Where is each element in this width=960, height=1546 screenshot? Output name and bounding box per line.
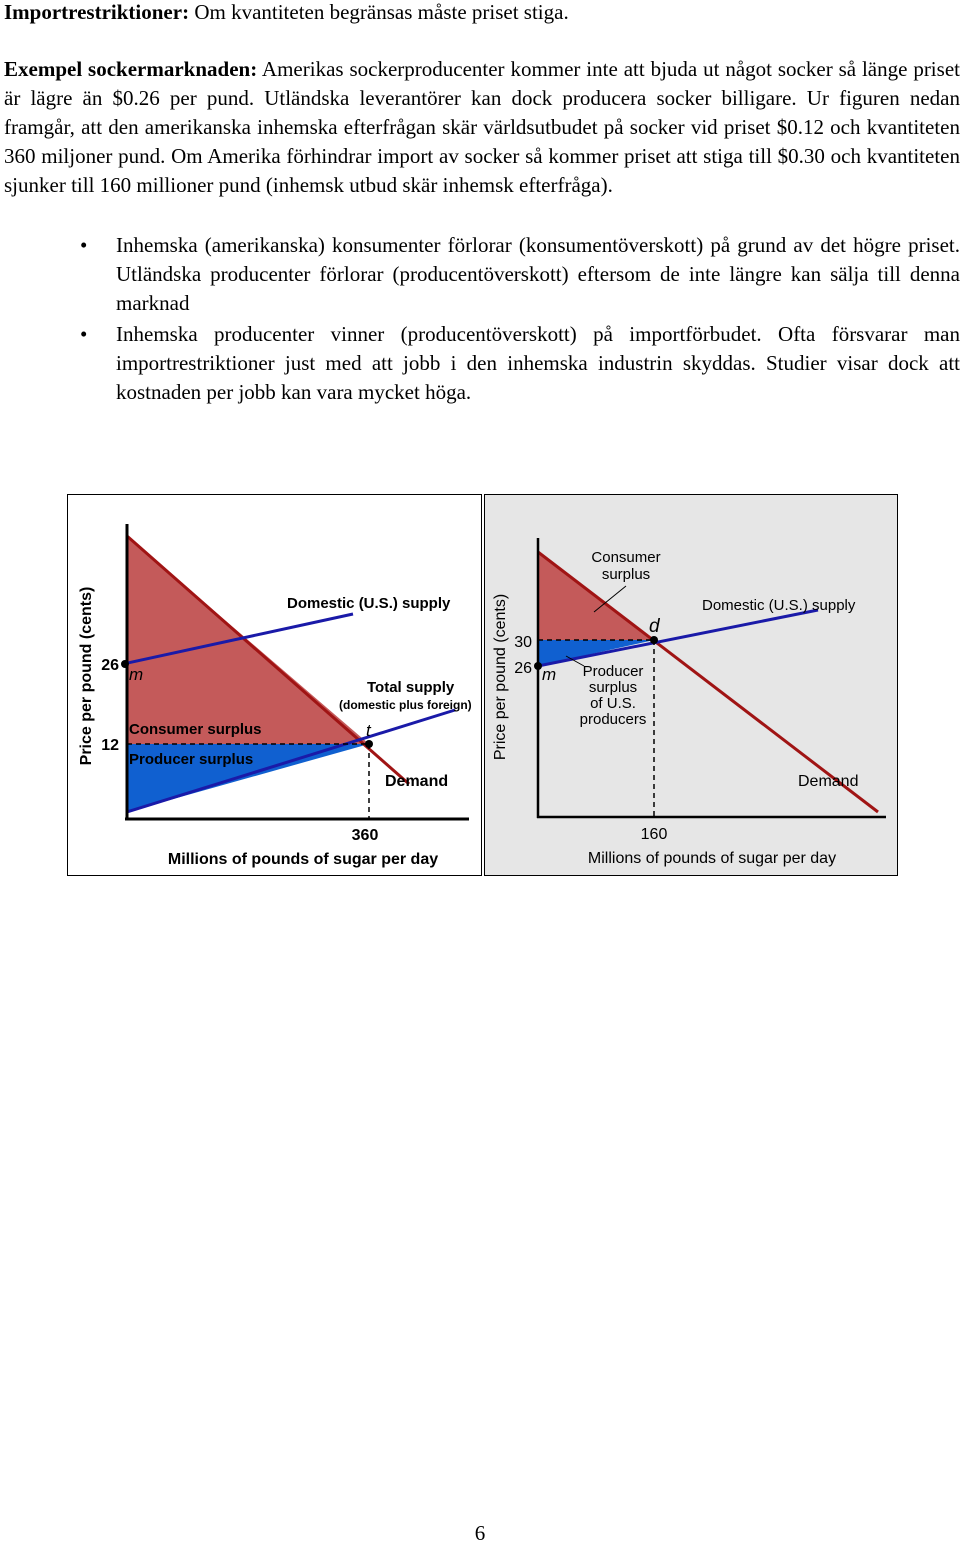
point-m-label: m [542, 665, 556, 684]
bullet-dot: • [80, 322, 88, 346]
x-axis-label: Millions of pounds of sugar per day [588, 850, 836, 867]
demand-label: Demand [798, 773, 858, 790]
paragraph-heading: Exempel sockermarknaden: [4, 57, 258, 81]
paragraph-heading: Importrestriktioner: [4, 0, 190, 24]
bullet-dot: • [80, 233, 88, 257]
producer-surplus-label-line: surplus [589, 679, 637, 696]
point-d [650, 636, 658, 644]
y-axis-label: Price per pound (cents) [492, 594, 509, 760]
y-axis-label: Price per pound (cents) [78, 587, 95, 766]
x-tick-160: 160 [641, 826, 668, 843]
bullet-item: • Inhemska (amerikanska) konsumenter förl… [4, 231, 960, 318]
paragraph-sugar-example: Exempel sockermarknaden: Amerikas socker… [4, 55, 960, 200]
domestic-supply-curve [537, 608, 819, 668]
producer-surplus-pointer [565, 655, 585, 667]
paragraph-text: Om kvantiteten begränsas måste priset st… [189, 0, 569, 24]
consumer-surplus-label-line: Consumer [591, 549, 660, 566]
producer-surplus-area [127, 744, 369, 812]
point-m [121, 660, 129, 668]
sugar-market-figure: m t 26 12 360 Millions of pounds of suga… [67, 494, 898, 876]
chart-free-trade: m t 26 12 360 Millions of pounds of suga… [67, 494, 482, 876]
x-axis-label: Millions of pounds of sugar per day [168, 851, 438, 868]
y-tick-30: 30 [514, 634, 532, 651]
point-d-label: d [649, 616, 661, 637]
bullet-text: Inhemska producenter vinner (producentöv… [116, 322, 960, 404]
producer-surplus-label: Producer surplus [129, 751, 253, 768]
chart-import-ban: m d 30 26 160 Millions of pounds of suga… [484, 494, 898, 876]
paragraph-text: Amerikas sockerproducenter kommer inte a… [4, 57, 960, 197]
y-tick-26: 26 [101, 657, 119, 674]
producer-surplus-label-line: Producer [583, 663, 644, 680]
demand-curve [537, 550, 879, 814]
domestic-supply-curve [122, 612, 354, 666]
bullet-list: • Inhemska (amerikanska) konsumenter förl… [4, 231, 960, 409]
demand-curve [126, 534, 410, 786]
x-tick-360: 360 [352, 827, 379, 844]
demand-label: Demand [385, 773, 448, 790]
chart-frame [484, 494, 898, 876]
y-tick-12: 12 [101, 737, 119, 754]
consumer-surplus-label-line: surplus [602, 566, 650, 583]
point-t [365, 740, 373, 748]
y-tick-26: 26 [514, 660, 532, 677]
paragraph-import-restrictions: Importrestriktioner: Om kvantiteten begr… [4, 0, 960, 27]
producer-surplus-label-line: producers [580, 711, 647, 728]
total-supply-curve [126, 708, 456, 814]
point-m-label: m [129, 665, 143, 684]
consumer-surplus-pointer [593, 585, 627, 613]
domestic-supply-label: Domestic (U.S.) supply [702, 597, 856, 614]
total-supply-note: (domestic plus foreign) [339, 698, 472, 712]
consumer-surplus-label: Consumer surplus [129, 721, 262, 738]
producer-surplus-label-line: of U.S. [590, 695, 636, 712]
bullet-item: • Inhemska producenter vinner (producentö… [4, 320, 960, 407]
bullet-text: Inhemska (amerikanska) konsumenter förlo… [116, 233, 960, 315]
point-t-label: t [366, 721, 372, 740]
point-m [534, 662, 542, 670]
domestic-supply-label: Domestic (U.S.) supply [287, 595, 451, 612]
page-number: 6 [474, 1521, 486, 1545]
total-supply-label: Total supply [367, 679, 455, 696]
